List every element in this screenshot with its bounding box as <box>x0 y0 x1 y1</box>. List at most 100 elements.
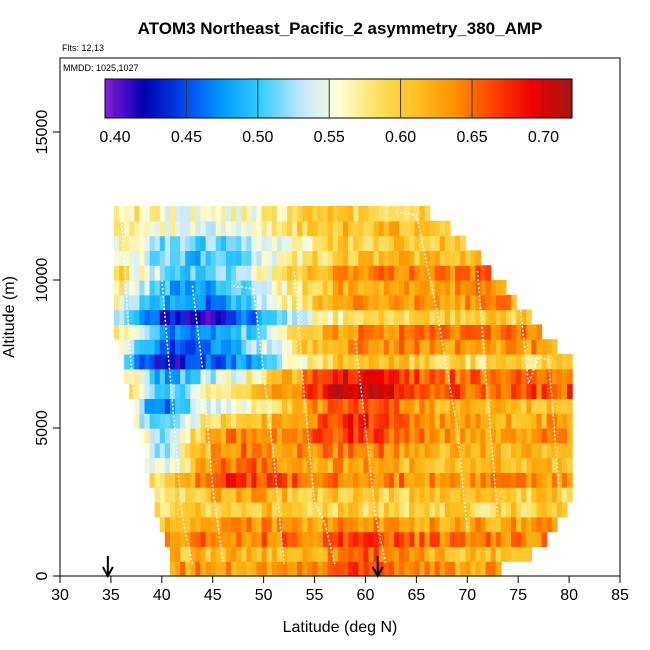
heatmap-cell <box>276 413 283 429</box>
heatmap-cell <box>388 413 395 429</box>
heatmap-cell <box>317 309 324 325</box>
heatmap-cell <box>505 472 512 488</box>
heatmap-cell <box>124 235 130 251</box>
heatmap-cell <box>231 206 237 222</box>
heatmap-cell <box>546 398 553 414</box>
heatmap-cell <box>546 457 553 473</box>
heatmap-cell <box>399 398 405 414</box>
heatmap-cell <box>302 442 309 459</box>
heatmap-cell <box>195 457 202 473</box>
heatmap-cell <box>465 383 471 399</box>
heatmap-cell <box>378 324 385 340</box>
heatmap-cell <box>409 516 415 533</box>
heatmap-cell <box>287 324 293 340</box>
heatmap-cell <box>343 428 349 444</box>
heatmap-cell <box>424 428 431 444</box>
heatmap-cell <box>414 250 421 266</box>
heatmap-cell <box>175 324 181 340</box>
heatmap-cell <box>475 294 482 311</box>
heatmap-cell <box>287 516 293 533</box>
heatmap-cell <box>287 206 293 222</box>
heatmap-cell <box>154 368 161 385</box>
heatmap-cell <box>531 413 538 429</box>
heatmap-cell <box>363 531 370 547</box>
heatmap-cell <box>500 457 507 473</box>
heatmap-cell <box>470 516 477 533</box>
heatmap-cell <box>485 561 492 577</box>
heatmap-cell <box>164 398 171 414</box>
heatmap-cell <box>332 280 339 296</box>
heatmap-cell <box>460 339 466 355</box>
heatmap-cell <box>404 487 410 503</box>
heatmap-cell <box>332 398 339 414</box>
heatmap-cell <box>393 442 400 459</box>
heatmap-cell <box>281 546 288 562</box>
heatmap-cell <box>200 428 207 444</box>
heatmap-cell <box>399 383 405 399</box>
heatmap-cell <box>266 561 273 577</box>
heatmap-cell <box>144 368 151 385</box>
heatmap-cell <box>495 339 502 355</box>
heatmap-cell <box>455 457 461 473</box>
heatmap-cell <box>225 324 232 340</box>
heatmap-cell <box>266 309 273 325</box>
heatmap-cell <box>455 516 461 533</box>
heatmap-cell <box>419 265 426 281</box>
heatmap-cell <box>251 324 258 340</box>
heatmap-cell <box>169 546 176 562</box>
heatmap-cell <box>175 546 181 562</box>
heatmap-cell <box>149 265 156 281</box>
heatmap-cell <box>536 339 543 355</box>
heatmap-cell <box>200 472 207 488</box>
heatmap-cell <box>521 368 527 385</box>
heatmap-cell <box>363 309 370 325</box>
heatmap-cell <box>449 339 456 355</box>
heatmap-cell <box>307 457 314 473</box>
heatmap-cell <box>256 339 263 355</box>
heatmap-cell <box>169 502 176 518</box>
heatmap-cell <box>424 561 431 577</box>
heatmap-cell <box>149 413 156 429</box>
heatmap-cell <box>475 413 482 429</box>
heatmap-cell <box>337 428 344 444</box>
heatmap-cell <box>210 324 217 340</box>
heatmap-cell <box>251 250 258 266</box>
heatmap-cell <box>439 472 446 488</box>
heatmap-cell <box>297 294 303 311</box>
heatmap-cell <box>393 220 400 237</box>
heatmap-cell <box>526 531 533 547</box>
heatmap-cell <box>266 324 273 340</box>
heatmap-cell <box>449 324 456 340</box>
heatmap-cell <box>419 457 426 473</box>
heatmap-cell <box>154 457 161 473</box>
heatmap-cell <box>281 398 288 414</box>
heatmap-cell <box>470 339 477 355</box>
heatmap-cell <box>292 457 298 473</box>
heatmap-cell <box>373 309 380 325</box>
heatmap-cell <box>292 354 298 370</box>
heatmap-cell <box>215 206 222 222</box>
heatmap-cell <box>363 516 370 533</box>
heatmap-cell <box>363 339 370 355</box>
heatmap-cell <box>322 324 329 340</box>
heatmap-cell <box>419 250 426 266</box>
heatmap-cell <box>317 413 324 429</box>
heatmap-cell <box>225 516 232 533</box>
heatmap-cell <box>164 309 171 325</box>
colorbar-tick-label: 0.40 <box>99 129 130 146</box>
heatmap-cell <box>332 324 339 340</box>
heatmap-cell <box>302 280 309 296</box>
heatmap-cell <box>322 339 329 355</box>
heatmap-cell <box>409 368 415 385</box>
heatmap-cell <box>276 487 283 503</box>
heatmap-cell <box>205 516 212 533</box>
heatmap-cell <box>470 280 477 296</box>
heatmap-cell <box>119 324 125 340</box>
heatmap-cell <box>404 442 410 459</box>
heatmap-cell <box>205 339 212 355</box>
heatmap-cell <box>444 220 451 237</box>
heatmap-cell <box>185 339 191 355</box>
heatmap-cell <box>378 398 385 414</box>
heatmap-cell <box>287 442 293 459</box>
heatmap-cell <box>485 487 492 503</box>
